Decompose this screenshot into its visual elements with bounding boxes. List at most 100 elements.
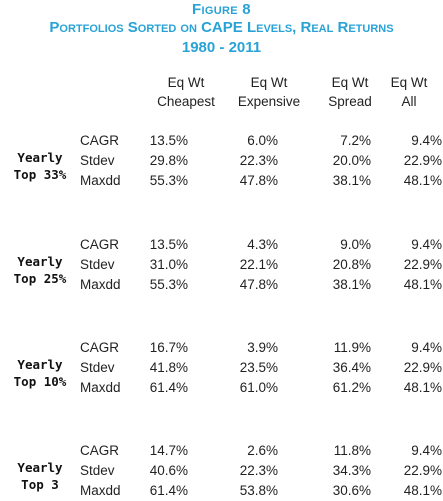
figure-subtitle: Portfolios Sorted on CAPE Levels, Real R…: [49, 19, 394, 36]
group-label-line2: Top 25%: [13, 271, 67, 286]
column-header-expensive: Eq Wt Expensive: [229, 73, 309, 111]
metric-label: Maxdd: [80, 277, 121, 292]
table-row: Maxdd 61.4% 61.0% 61.2% 48.1%: [0, 380, 443, 398]
figure-title: Figure 8: [192, 1, 251, 18]
table-cell: 11.9%: [333, 340, 371, 355]
figure-period: 1980 - 2011: [181, 39, 262, 56]
table-cell: 9.0%: [340, 237, 371, 252]
table-cell: 22.9%: [403, 463, 442, 478]
table-row: Stdev 29.8% 22.3% 20.0% 22.9%: [0, 153, 443, 171]
table-cell: 47.8%: [239, 173, 278, 188]
table-cell: 22.9%: [403, 257, 442, 272]
column-header-line2: Expensive: [237, 94, 301, 109]
column-header-spread: Eq Wt Spread: [310, 73, 390, 111]
metric-label: Maxdd: [80, 173, 121, 188]
table-row: Maxdd 61.4% 53.8% 30.6% 48.1%: [0, 483, 443, 501]
column-header-cheapest: Eq Wt Cheapest: [146, 73, 226, 111]
group-label: Yearly Top 33%: [4, 149, 76, 183]
column-header-line2: All: [401, 94, 417, 109]
table-cell: 29.8%: [149, 153, 188, 168]
group-label-line1: Yearly: [17, 150, 63, 165]
column-header-line2: Spread: [328, 94, 372, 109]
table-cell: 36.4%: [332, 360, 371, 375]
column-header-line1: Eq Wt: [390, 75, 428, 90]
table-cell: 61.4%: [149, 483, 188, 498]
metric-label: CAGR: [80, 133, 120, 148]
table-cell: 9.4%: [411, 340, 442, 355]
table-cell: 22.1%: [239, 257, 278, 272]
table-cell: 55.3%: [149, 173, 188, 188]
group-label: Yearly Top 3: [4, 459, 76, 493]
table-cell: 4.3%: [247, 237, 278, 252]
table-cell: 31.0%: [149, 257, 188, 272]
table-cell: 20.0%: [332, 153, 371, 168]
column-header-line1: Eq Wt: [331, 75, 369, 90]
table-row: Stdev 41.8% 23.5% 36.4% 22.9%: [0, 360, 443, 378]
group-label-line1: Yearly: [17, 460, 63, 475]
table-cell: 48.1%: [403, 277, 442, 292]
table-cell: 61.4%: [149, 380, 188, 395]
table-cell: 3.9%: [247, 340, 278, 355]
column-header-line1: Eq Wt: [167, 75, 205, 90]
table-cell: 2.6%: [247, 443, 278, 458]
table-row: Maxdd 55.3% 47.8% 38.1% 48.1%: [0, 173, 443, 191]
table-cell: 48.1%: [403, 380, 442, 395]
table-row: Stdev 31.0% 22.1% 20.8% 22.9%: [0, 257, 443, 275]
table-cell: 9.4%: [411, 443, 442, 458]
group-label: Yearly Top 25%: [4, 253, 76, 287]
table-cell: 38.1%: [332, 173, 371, 188]
table-cell: 9.4%: [411, 237, 442, 252]
column-header-line2: Cheapest: [157, 94, 215, 109]
table-cell: 41.8%: [149, 360, 188, 375]
table-cell: 23.5%: [239, 360, 278, 375]
table-cell: 34.3%: [332, 463, 371, 478]
section-top-33: Yearly Top 33% CAGR 13.5% 6.0% 7.2% 9.4%…: [0, 133, 443, 191]
table-cell: 16.7%: [149, 340, 188, 355]
table-cell: 13.5%: [149, 237, 188, 252]
metric-label: Stdev: [80, 153, 115, 168]
table-cell: 30.6%: [332, 483, 371, 498]
table-row: CAGR 16.7% 3.9% 11.9% 9.4%: [0, 340, 443, 358]
section-top-3: Yearly Top 3 CAGR 14.7% 2.6% 11.8% 9.4% …: [0, 443, 443, 501]
group-label-line1: Yearly: [17, 254, 63, 269]
table-cell: 14.7%: [149, 443, 188, 458]
metric-label: Stdev: [80, 463, 115, 478]
group-label-line2: Top 3: [21, 477, 59, 492]
table-cell: 61.2%: [332, 380, 371, 395]
section-top-25: Yearly Top 25% CAGR 13.5% 4.3% 9.0% 9.4%…: [0, 237, 443, 295]
table-cell: 11.8%: [333, 443, 371, 458]
column-header-all: Eq Wt All: [369, 73, 443, 111]
table-row: Maxdd 55.3% 47.8% 38.1% 48.1%: [0, 277, 443, 295]
metric-label: Maxdd: [80, 380, 121, 395]
metric-label: Stdev: [80, 257, 115, 272]
group-label-line2: Top 10%: [13, 374, 67, 389]
table-cell: 22.3%: [239, 463, 278, 478]
table-cell: 13.5%: [149, 133, 188, 148]
metric-label: CAGR: [80, 443, 120, 458]
table-cell: 40.6%: [149, 463, 188, 478]
table-cell: 38.1%: [332, 277, 371, 292]
table-cell: 53.8%: [239, 483, 278, 498]
table-cell: 55.3%: [149, 277, 188, 292]
table-cell: 20.8%: [332, 257, 371, 272]
table-row: CAGR 13.5% 4.3% 9.0% 9.4%: [0, 237, 443, 255]
table-cell: 7.2%: [340, 133, 371, 148]
table-cell: 22.3%: [239, 153, 278, 168]
table-cell: 48.1%: [403, 173, 442, 188]
section-top-10: Yearly Top 10% CAGR 16.7% 3.9% 11.9% 9.4…: [0, 340, 443, 398]
table-cell: 61.0%: [239, 380, 278, 395]
metric-label: Stdev: [80, 360, 115, 375]
group-label-line1: Yearly: [17, 357, 63, 372]
table-cell: 9.4%: [411, 133, 442, 148]
table-cell: 47.8%: [239, 277, 278, 292]
table-cell: 22.9%: [403, 360, 442, 375]
group-label-line2: Top 33%: [13, 167, 67, 182]
table-row: Stdev 40.6% 22.3% 34.3% 22.9%: [0, 463, 443, 481]
metric-label: CAGR: [80, 340, 120, 355]
group-label: Yearly Top 10%: [4, 356, 76, 390]
table-row: CAGR 13.5% 6.0% 7.2% 9.4%: [0, 133, 443, 151]
metric-label: Maxdd: [80, 483, 121, 498]
table-cell: 48.1%: [403, 483, 442, 498]
column-header-line1: Eq Wt: [250, 75, 288, 90]
metric-label: CAGR: [80, 237, 120, 252]
